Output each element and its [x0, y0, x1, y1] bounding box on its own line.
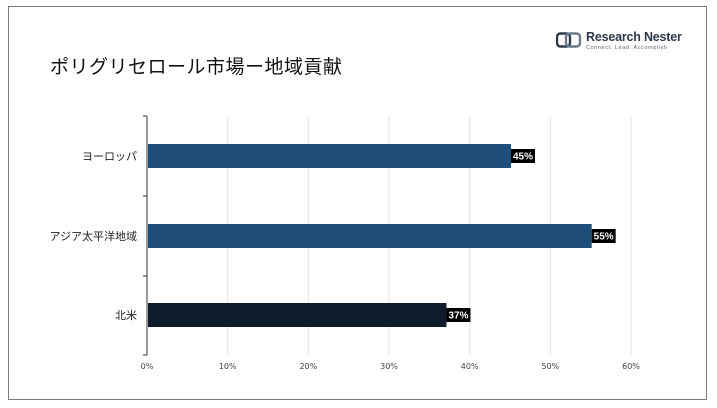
category-label: 北米 [115, 309, 137, 322]
data-label: 45% [513, 152, 533, 163]
category-label: ヨーロッパ [82, 150, 137, 163]
logo-name: Research Nester [586, 30, 682, 44]
x-tick-label: 0% [141, 362, 154, 371]
x-tick-label: 30% [380, 362, 398, 371]
axes [143, 115, 148, 356]
category-label: アジア太平洋地域 [49, 229, 137, 243]
bar [148, 303, 447, 327]
labels: 0% 10% 20% 30% 40% 50% 60% 45% ヨーロッパ 55% アジア太平洋地域 3… [49, 149, 640, 371]
x-tick-label: 10% [219, 362, 237, 371]
bar [148, 224, 592, 248]
bars [148, 144, 592, 327]
data-label-bg [511, 149, 535, 163]
x-tick-label: 20% [299, 362, 317, 371]
chart-frame [8, 6, 707, 400]
data-label-bg [446, 308, 471, 322]
x-tick-label: 40% [461, 362, 479, 371]
data-label: 55% [594, 232, 614, 243]
chart-title: ポリグリセロール市場ー地域貢献 [50, 56, 343, 78]
data-label: 37% [448, 311, 468, 322]
bar [148, 144, 511, 168]
data-label-bg [591, 229, 616, 243]
logo-tagline: Connect. Lead. Accomplish [586, 45, 668, 51]
research-nester-logo: Research Nester Connect. Lead. Accomplis… [552, 30, 682, 54]
x-tick-label: 60% [622, 362, 640, 371]
logo-mark-icon [556, 32, 582, 48]
x-tick-label: 50% [541, 362, 559, 371]
